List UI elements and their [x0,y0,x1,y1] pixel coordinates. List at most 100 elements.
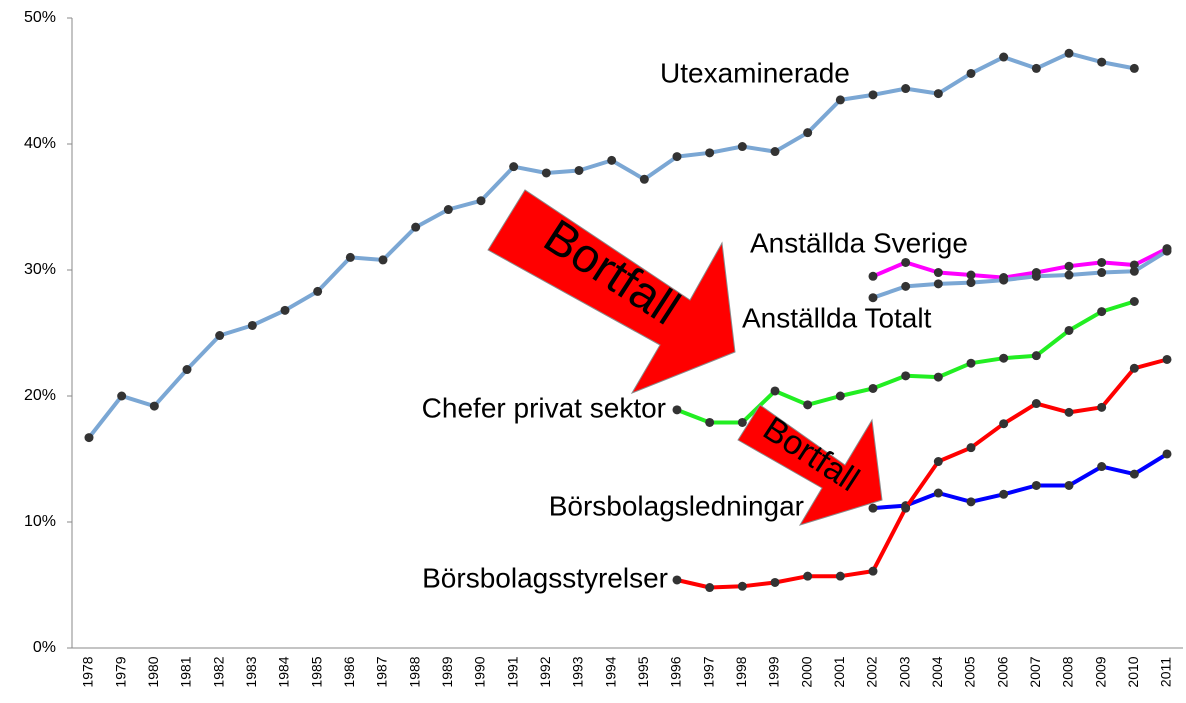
data-point [966,443,976,453]
data-point [868,293,878,303]
data-point [1129,363,1139,373]
x-tick-label: 2001 [831,656,847,687]
x-tick-label: 2010 [1125,656,1141,687]
data-point [117,391,127,401]
data-point [215,331,225,341]
data-point [345,252,355,262]
x-tick-label: 1981 [178,656,194,687]
data-point [966,278,976,288]
data-point [803,571,813,581]
y-tick-label: 0% [33,639,56,656]
data-point [835,571,845,581]
data-point [1162,449,1172,459]
data-point [737,581,747,591]
data-point [541,168,551,178]
data-point [411,222,421,232]
x-tick-label: 2011 [1158,657,1174,687]
data-point [933,488,943,498]
x-tick-label: 1978 [80,656,96,687]
data-point [868,566,878,576]
x-tick-label: 1992 [537,656,553,687]
x-tick-label: 2000 [798,656,814,687]
data-point [705,417,715,427]
data-point [835,391,845,401]
x-tick-label: 1997 [700,656,716,687]
data-point [607,155,617,165]
data-point [999,275,1009,285]
data-point [1129,63,1139,73]
x-tick-label: 1987 [374,656,390,687]
x-tick-label: 1995 [635,656,651,687]
series-label: Börsbolagsstyrelser [422,562,668,593]
data-point [868,90,878,100]
series-label: Anställda Totalt [742,302,932,333]
data-point [280,305,290,315]
x-tick-label: 1984 [276,656,292,687]
data-point [1097,307,1107,317]
x-tick-label: 1985 [308,656,324,687]
data-point [868,503,878,513]
data-point [574,165,584,175]
x-tick-label: 2004 [929,656,945,687]
data-point [901,503,911,513]
data-point [770,147,780,157]
data-point [966,68,976,78]
data-point [770,386,780,396]
x-tick-label: 1991 [504,656,520,687]
data-point [509,162,519,172]
data-point [705,148,715,158]
data-point [247,320,257,330]
data-point [1064,325,1074,335]
data-point [966,497,976,507]
data-point [999,489,1009,499]
data-point [868,383,878,393]
data-point [1064,407,1074,417]
x-tick-label: 1990 [472,656,488,687]
data-point [737,142,747,152]
data-point [803,128,813,138]
data-point [1031,399,1041,409]
arrow [737,404,883,526]
data-point [999,52,1009,62]
x-tick-label: 1988 [406,656,422,687]
x-tick-label: 1986 [341,656,357,687]
data-point [1129,266,1139,276]
x-tick-label: 1989 [439,656,455,687]
series-line [676,357,1168,590]
y-tick-label: 40% [24,135,56,152]
series-label: Utexaminerade [660,57,850,88]
data-point [999,353,1009,363]
data-point [1064,261,1074,271]
data-point [901,84,911,94]
data-point [672,405,682,415]
y-tick-label: 10% [24,513,56,530]
data-point [1064,270,1074,280]
x-tick-label: 2007 [1027,656,1043,687]
data-point [1129,260,1139,270]
y-tick-label: 20% [24,387,56,404]
x-tick-label: 2003 [896,656,912,687]
y-tick-label: 50% [24,9,56,26]
x-tick-label: 1993 [570,656,586,687]
data-point [443,205,453,215]
data-point [933,457,943,467]
x-tick-label: 1982 [210,656,226,687]
data-point [901,371,911,381]
series-label: Chefer privat sektor [422,392,666,423]
x-tick-label: 1979 [112,656,128,687]
data-point [313,286,323,296]
data-point [1097,257,1107,267]
data-point [933,268,943,278]
data-point [84,433,94,443]
series-line [872,249,1169,300]
data-point [672,575,682,585]
data-point [835,95,845,105]
x-tick-label: 1996 [668,656,684,687]
x-tick-label: 1983 [243,656,259,687]
data-point [149,401,159,411]
data-point [737,417,747,427]
x-tick-label: 2005 [962,656,978,687]
data-point [901,257,911,267]
x-tick-label: 2006 [994,656,1010,687]
